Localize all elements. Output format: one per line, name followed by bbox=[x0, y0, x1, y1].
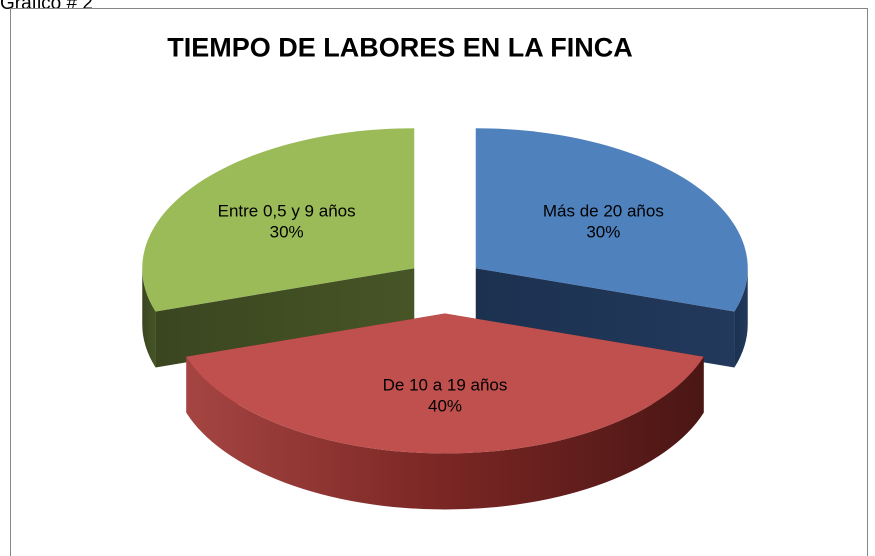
slice-wall bbox=[142, 268, 156, 368]
slice-value: 40% bbox=[427, 396, 463, 416]
slice-label: Entre 0,5 y 9 años bbox=[217, 201, 356, 221]
slice-label: Más de 20 años bbox=[542, 201, 664, 221]
slice-value: 30% bbox=[269, 222, 304, 242]
caption: Gráfico # 2 bbox=[0, 0, 93, 14]
slice-value: 30% bbox=[586, 222, 621, 242]
slice-wall bbox=[186, 356, 704, 510]
slice-side bbox=[155, 268, 415, 368]
slice bbox=[186, 313, 704, 454]
chart-frame bbox=[10, 8, 868, 556]
slice-side bbox=[475, 268, 735, 368]
slice bbox=[142, 128, 415, 312]
slice bbox=[475, 128, 748, 312]
slice-label: De 10 a 19 años bbox=[382, 375, 508, 395]
chart-title: TIEMPO DE LABORES EN LA FINCA bbox=[167, 32, 633, 63]
slice-wall bbox=[734, 268, 748, 368]
